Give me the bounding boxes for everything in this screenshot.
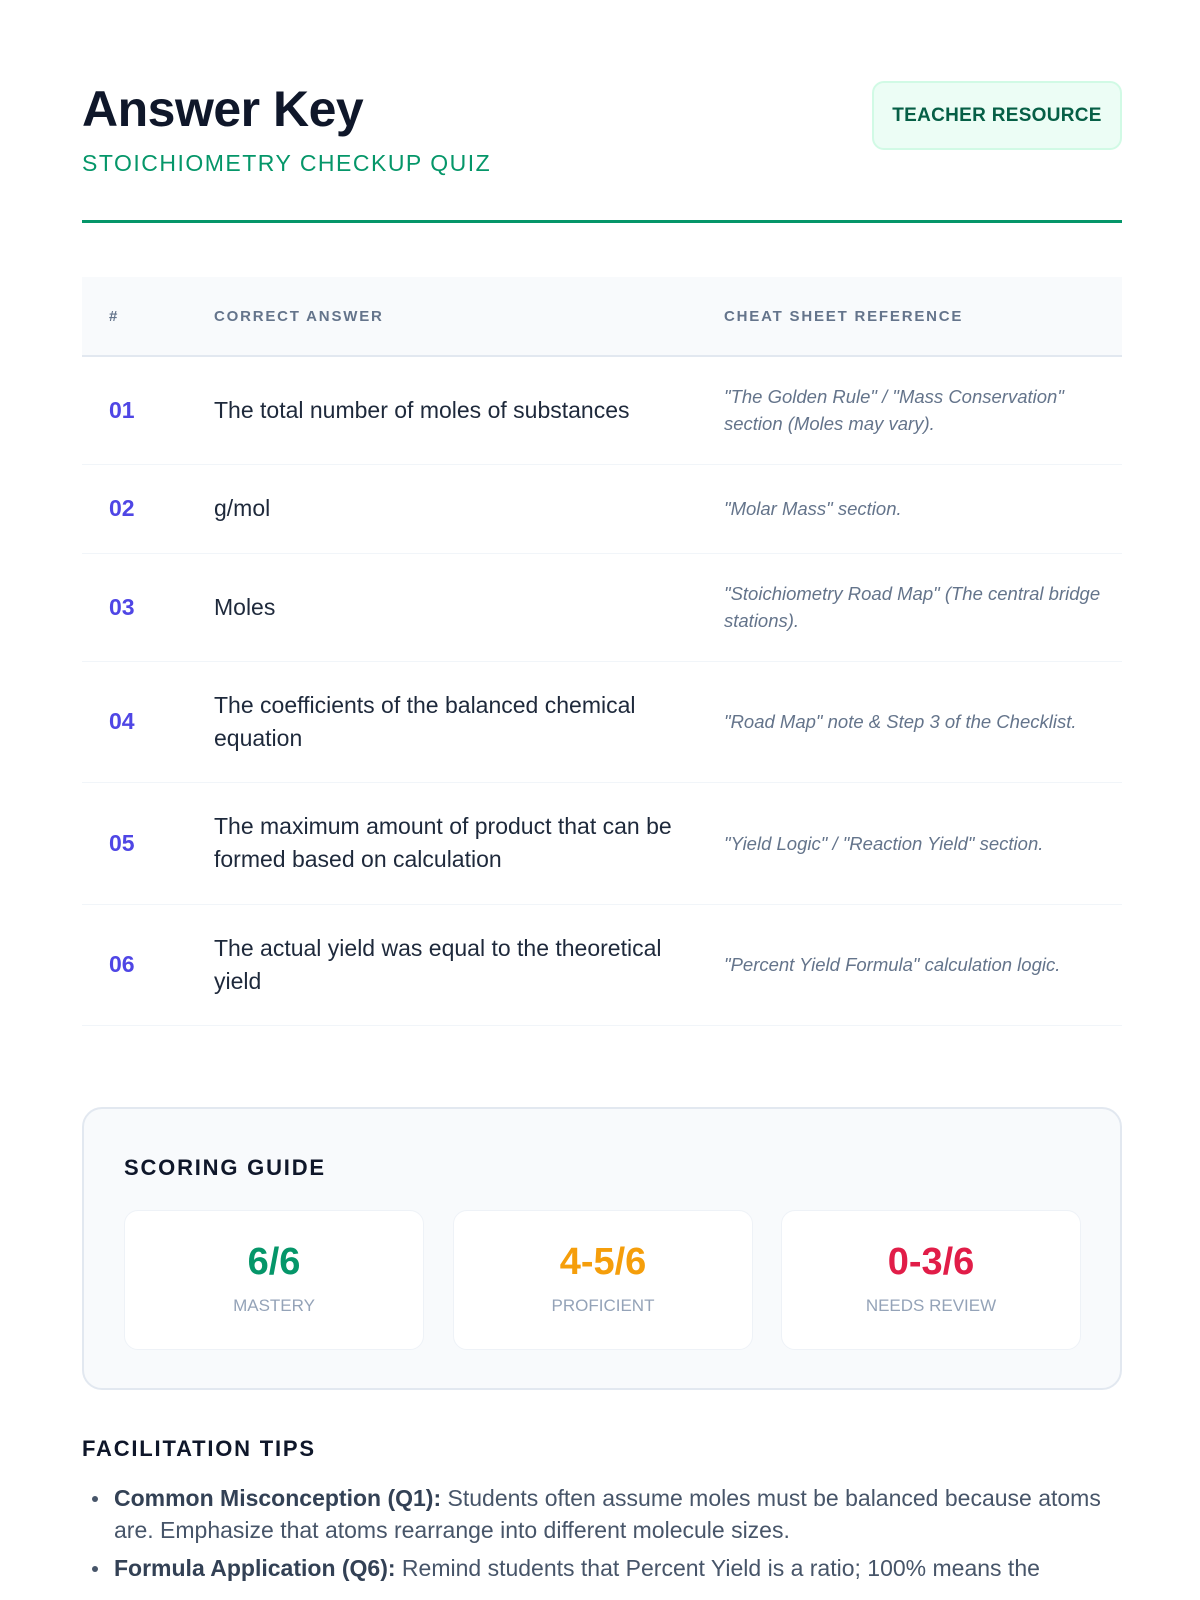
correct-answer: The total number of moles of substances [214, 396, 630, 423]
score-value: 6/6 [247, 1241, 301, 1283]
question-number: 06 [109, 951, 135, 977]
tip-label: Common Misconception (Q1): [114, 1485, 442, 1511]
cheat-sheet-reference: "Stoichiometry Road Map" (The central br… [724, 583, 1101, 631]
correct-answer: g/mol [214, 495, 271, 521]
scoring-guide-title: SCORING GUIDE [124, 1155, 326, 1180]
table-row: 05 The maximum amount of product that ca… [82, 782, 1122, 905]
score-label: NEEDS REVIEW [865, 1296, 997, 1315]
table-row: 01 The total number of moles of substanc… [82, 356, 1122, 465]
teacher-resource-badge: TEACHER RESOURCE [872, 81, 1122, 150]
facilitation-tips-list: Common Misconception (Q1): Students ofte… [92, 1482, 1122, 1590]
header: Answer Key STOICHIOMETRY CHECKUP QUIZ TE… [82, 0, 1122, 223]
correct-answer: Moles [214, 593, 276, 620]
cheat-sheet-reference: "Percent Yield Formula" calculation logi… [724, 954, 1061, 975]
tip-text: Students often assume moles must be bala… [114, 1485, 1101, 1543]
question-number: 01 [109, 396, 135, 423]
cheat-sheet-reference: "The Golden Rule" / "Mass Conservation" … [724, 386, 1064, 435]
answer-key-page: Answer Key STOICHIOMETRY CHECKUP QUIZ TE… [82, 0, 1122, 1581]
cheat-sheet-reference: "Road Map" note & Step 3 of the Checklis… [724, 711, 1077, 732]
column-header-number: # [82, 277, 214, 357]
question-number: 04 [109, 708, 135, 734]
column-header-reference: CHEAT SHEET REFERENCE [724, 277, 1122, 357]
tip-item: Common Misconception (Q1): Students ofte… [92, 1482, 1122, 1546]
facilitation-tips-title: FACILITATION TIPS [82, 1436, 316, 1461]
question-number: 03 [109, 593, 135, 620]
cheat-sheet-reference: "Molar Mass" section. [724, 498, 902, 519]
score-value: 0-3/6 [887, 1241, 975, 1283]
table-row: 04 The coefficients of the balanced chem… [82, 661, 1122, 783]
question-number: 02 [109, 495, 135, 521]
score-value: 4-5/6 [559, 1241, 647, 1283]
page-subtitle: STOICHIOMETRY CHECKUP QUIZ [82, 150, 492, 176]
tip-item: Formula Application (Q6): Remind student… [92, 1552, 1122, 1584]
correct-answer: The maximum amount of product that can b… [214, 813, 672, 872]
question-number: 05 [109, 829, 135, 856]
answer-table: # CORRECT ANSWER CHEAT SHEET REFERENCE 0… [82, 277, 1122, 1026]
score-card-proficient: 4-5/6 PROFICIENT [453, 1210, 753, 1350]
cheat-sheet-reference: "Yield Logic" / "Reaction Yield" section… [724, 832, 1044, 854]
table-row: 03 Moles "Stoichiometry Road Map" (The c… [82, 553, 1122, 662]
table-row: 06 The actual yield was equal to the the… [82, 904, 1122, 1026]
score-label: MASTERY [233, 1296, 315, 1315]
score-card-needs-review: 0-3/6 NEEDS REVIEW [781, 1210, 1081, 1350]
correct-answer: The actual yield was equal to the theore… [214, 934, 662, 994]
page-title: Answer Key [82, 81, 364, 137]
tip-label: Formula Application (Q6): [114, 1555, 396, 1581]
score-card-mastery: 6/6 MASTERY [124, 1210, 424, 1350]
table-row: 02 g/mol "Molar Mass" section. [82, 464, 1122, 554]
correct-answer: The coefficients of the balanced chemica… [214, 691, 636, 751]
tip-text: Remind students that Percent Yield is a … [395, 1555, 1040, 1581]
scoring-guide: SCORING GUIDE 6/6 MASTERY 4-5/6 PROFICIE… [82, 1107, 1122, 1390]
column-header-answer: CORRECT ANSWER [214, 277, 724, 357]
score-label: PROFICIENT [551, 1296, 655, 1315]
table-header-row: # CORRECT ANSWER CHEAT SHEET REFERENCE [82, 277, 1122, 357]
